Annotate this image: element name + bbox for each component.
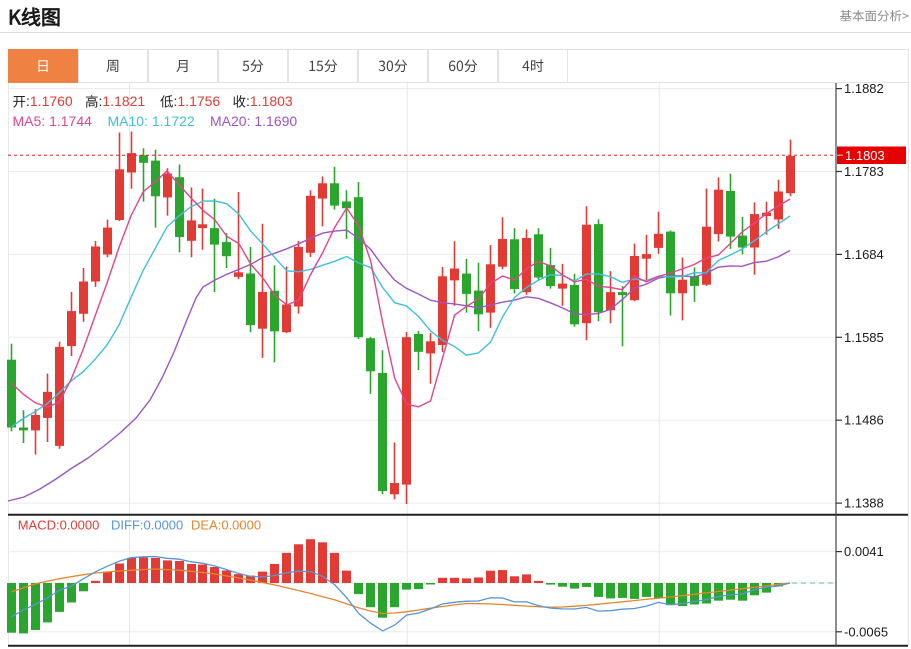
- svg-text:MA10: 1.1722: MA10: 1.1722: [108, 113, 195, 129]
- svg-text::1.1803: :1.1803: [246, 93, 293, 109]
- svg-text:DIFF:0.0000: DIFF:0.0000: [111, 518, 183, 533]
- svg-text:DEA:0.0000: DEA:0.0000: [191, 518, 261, 533]
- svg-text::1.1821: :1.1821: [99, 93, 146, 109]
- svg-text:-0.0065: -0.0065: [844, 624, 888, 639]
- svg-text::1.1760: :1.1760: [26, 93, 73, 109]
- svg-text:MACD:0.0000: MACD:0.0000: [18, 518, 100, 533]
- svg-text:1.1783: 1.1783: [844, 164, 884, 179]
- svg-text:MA20: 1.1690: MA20: 1.1690: [210, 113, 297, 129]
- svg-text:MA5: 1.1744: MA5: 1.1744: [13, 113, 93, 129]
- svg-text::1.1756: :1.1756: [174, 93, 221, 109]
- svg-text:1.1882: 1.1882: [844, 81, 884, 96]
- svg-text:1.1803: 1.1803: [845, 148, 885, 163]
- svg-text:0.0041: 0.0041: [844, 544, 884, 559]
- svg-text:1.1486: 1.1486: [844, 413, 884, 428]
- svg-text:1.1388: 1.1388: [844, 496, 884, 511]
- svg-text:1.1585: 1.1585: [844, 330, 884, 345]
- svg-text:1.1684: 1.1684: [844, 247, 884, 262]
